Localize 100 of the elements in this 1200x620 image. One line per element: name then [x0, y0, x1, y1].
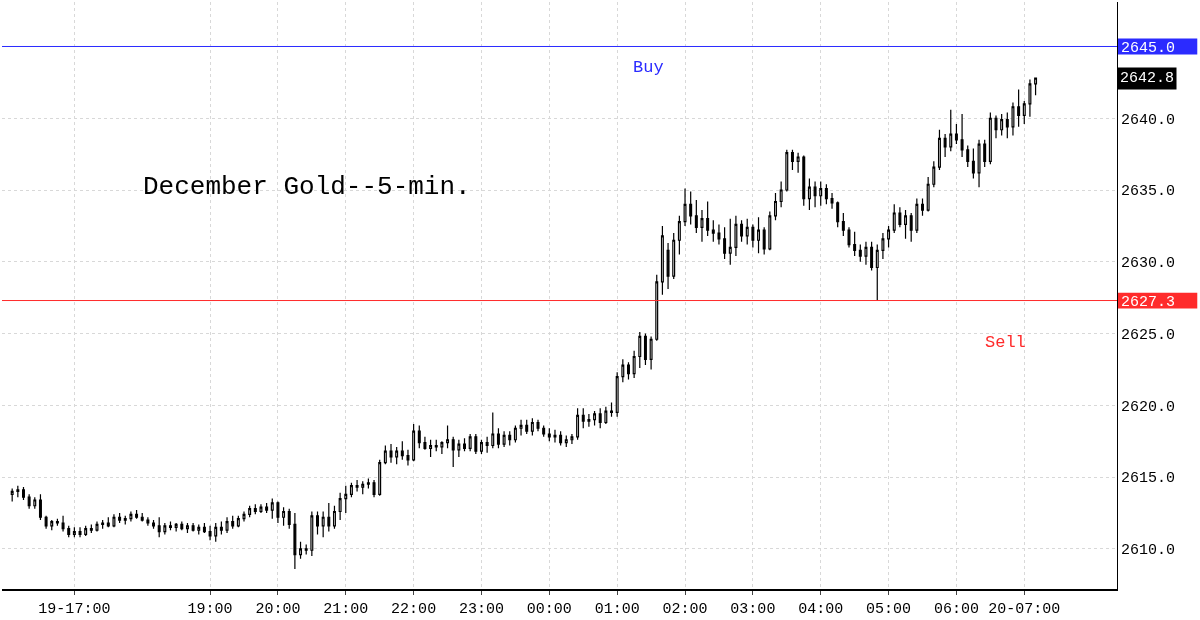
candlestick [937, 129, 941, 171]
candlestick [892, 203, 896, 234]
y-tick-label: 2630.0 [1121, 255, 1176, 273]
y-tick-label: 2640.0 [1121, 111, 1176, 129]
candlestick [146, 516, 150, 527]
candlestick [366, 477, 370, 490]
candlestick [89, 523, 93, 534]
candlestick [779, 180, 783, 208]
candlestick [496, 427, 500, 449]
candlestick [169, 520, 172, 531]
candlestick [790, 149, 794, 171]
candlestick [807, 177, 811, 211]
candlestick [802, 154, 806, 207]
x-tick-label: 04:00 [798, 601, 844, 618]
candlestick [864, 241, 868, 266]
candlestick [299, 541, 303, 560]
candlestick [683, 187, 687, 227]
candlestick [412, 423, 416, 462]
candlestick [796, 152, 800, 174]
candlestick [553, 429, 557, 444]
candlestick [966, 144, 970, 168]
candlestick [774, 192, 777, 221]
candlestick [22, 486, 25, 501]
candlestick [740, 219, 744, 243]
candlestick [304, 543, 308, 556]
candlestick [932, 160, 936, 188]
candlestick [1017, 88, 1021, 128]
candlestick [180, 520, 184, 531]
candlestick [632, 350, 636, 379]
candlestick [140, 512, 144, 523]
y-tick-label: 2627.3 [1121, 293, 1176, 311]
x-tick-label: 19:00 [187, 601, 233, 618]
candlestick [400, 440, 404, 461]
candlestick [870, 241, 874, 271]
candlestick [626, 361, 630, 381]
candlestick [734, 215, 738, 257]
candlestick [231, 515, 235, 530]
candlestick [960, 113, 964, 158]
candlestick [502, 430, 506, 448]
y-tick-label: 2645.0 [1121, 39, 1176, 57]
candlestick [321, 510, 325, 538]
candlestick [615, 371, 619, 418]
candlestick [751, 223, 755, 249]
candlestick [717, 223, 721, 246]
candlestick [446, 424, 450, 449]
candlestick [547, 427, 551, 442]
candlestick [242, 510, 246, 523]
candlestick [423, 436, 427, 451]
x-tick-label: 01:00 [594, 601, 640, 618]
candlestick [38, 493, 42, 521]
candlestick [757, 216, 761, 254]
x-tick-label: 19-17:00 [38, 601, 111, 618]
candlestick [723, 226, 727, 260]
candlestick [468, 433, 472, 452]
candlestick [395, 446, 399, 465]
candlestick [101, 519, 105, 530]
candlestick [1000, 113, 1004, 137]
x-tick-label: 20:00 [255, 601, 301, 618]
candlestick [706, 200, 710, 237]
candlestick [349, 482, 353, 498]
candlestick [129, 510, 133, 523]
candlestick [728, 218, 732, 266]
candlestick [598, 407, 602, 429]
candlestick [610, 401, 614, 418]
candlestick [570, 433, 574, 445]
candlestick [576, 407, 580, 441]
candlestick [95, 520, 99, 533]
candlestick [163, 522, 167, 536]
candlestick [745, 218, 749, 246]
candlestick [282, 506, 286, 527]
candlestick [434, 439, 438, 452]
candlestick [259, 503, 263, 514]
candlestick [824, 183, 828, 205]
candlestick [943, 133, 947, 158]
candlestick [16, 485, 20, 498]
candlestick [355, 479, 359, 493]
x-tick-label: 00:00 [526, 601, 572, 618]
candlestick [293, 512, 297, 570]
candlestick [954, 123, 958, 145]
candlestick [853, 231, 857, 257]
candlestick [638, 331, 642, 369]
candlestick [236, 515, 240, 528]
x-tick-label: 06:00 [933, 601, 979, 618]
candlestick [655, 274, 659, 342]
candlestick [332, 505, 336, 530]
candlestick [519, 419, 523, 437]
candlestick [55, 518, 59, 527]
candlestick [649, 335, 653, 371]
candlestick [361, 480, 365, 495]
candlestick [157, 516, 161, 538]
candlestick [33, 496, 37, 510]
candlestick [485, 436, 489, 454]
candlestick [248, 505, 252, 518]
candlestick [417, 424, 421, 449]
candlestick [123, 515, 127, 526]
candlestick [491, 411, 495, 449]
candlestick [858, 243, 862, 263]
candlestick [327, 502, 331, 533]
candlestick [587, 413, 591, 428]
candlestick [904, 209, 908, 240]
